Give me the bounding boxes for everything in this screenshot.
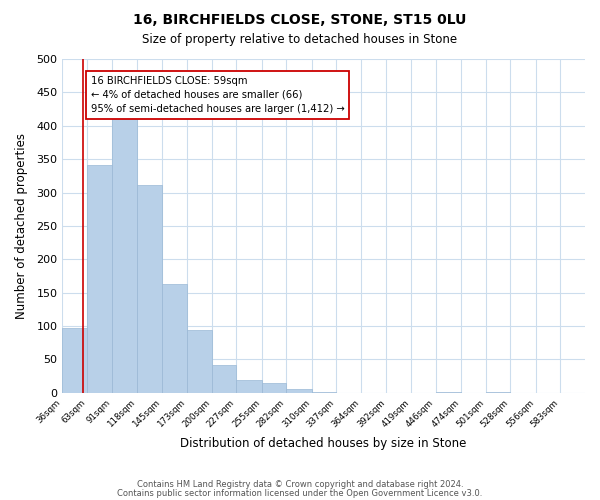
Bar (187, 330, 212, 393)
Y-axis label: Number of detached properties: Number of detached properties (15, 133, 28, 319)
Text: Contains public sector information licensed under the Open Government Licence v3: Contains public sector information licen… (118, 488, 482, 498)
Bar (312, 392, 337, 393)
Text: 16, BIRCHFIELDS CLOSE, STONE, ST15 0LU: 16, BIRCHFIELDS CLOSE, STONE, ST15 0LU (133, 12, 467, 26)
Bar (112, 118, 137, 393)
Bar (262, 384, 286, 393)
Bar (236, 380, 262, 393)
X-axis label: Distribution of detached houses by size in Stone: Distribution of detached houses by size … (181, 437, 467, 450)
Bar (161, 284, 187, 393)
Text: Size of property relative to detached houses in Stone: Size of property relative to detached ho… (142, 32, 458, 46)
Bar (212, 364, 236, 393)
Text: Contains HM Land Registry data © Crown copyright and database right 2024.: Contains HM Land Registry data © Crown c… (137, 480, 463, 489)
Bar (62, 328, 87, 393)
Bar (87, 165, 112, 393)
Bar (436, 392, 461, 393)
Bar (486, 392, 511, 393)
Text: 16 BIRCHFIELDS CLOSE: 59sqm
← 4% of detached houses are smaller (66)
95% of semi: 16 BIRCHFIELDS CLOSE: 59sqm ← 4% of deta… (91, 76, 344, 114)
Bar (286, 390, 312, 393)
Bar (137, 185, 161, 393)
